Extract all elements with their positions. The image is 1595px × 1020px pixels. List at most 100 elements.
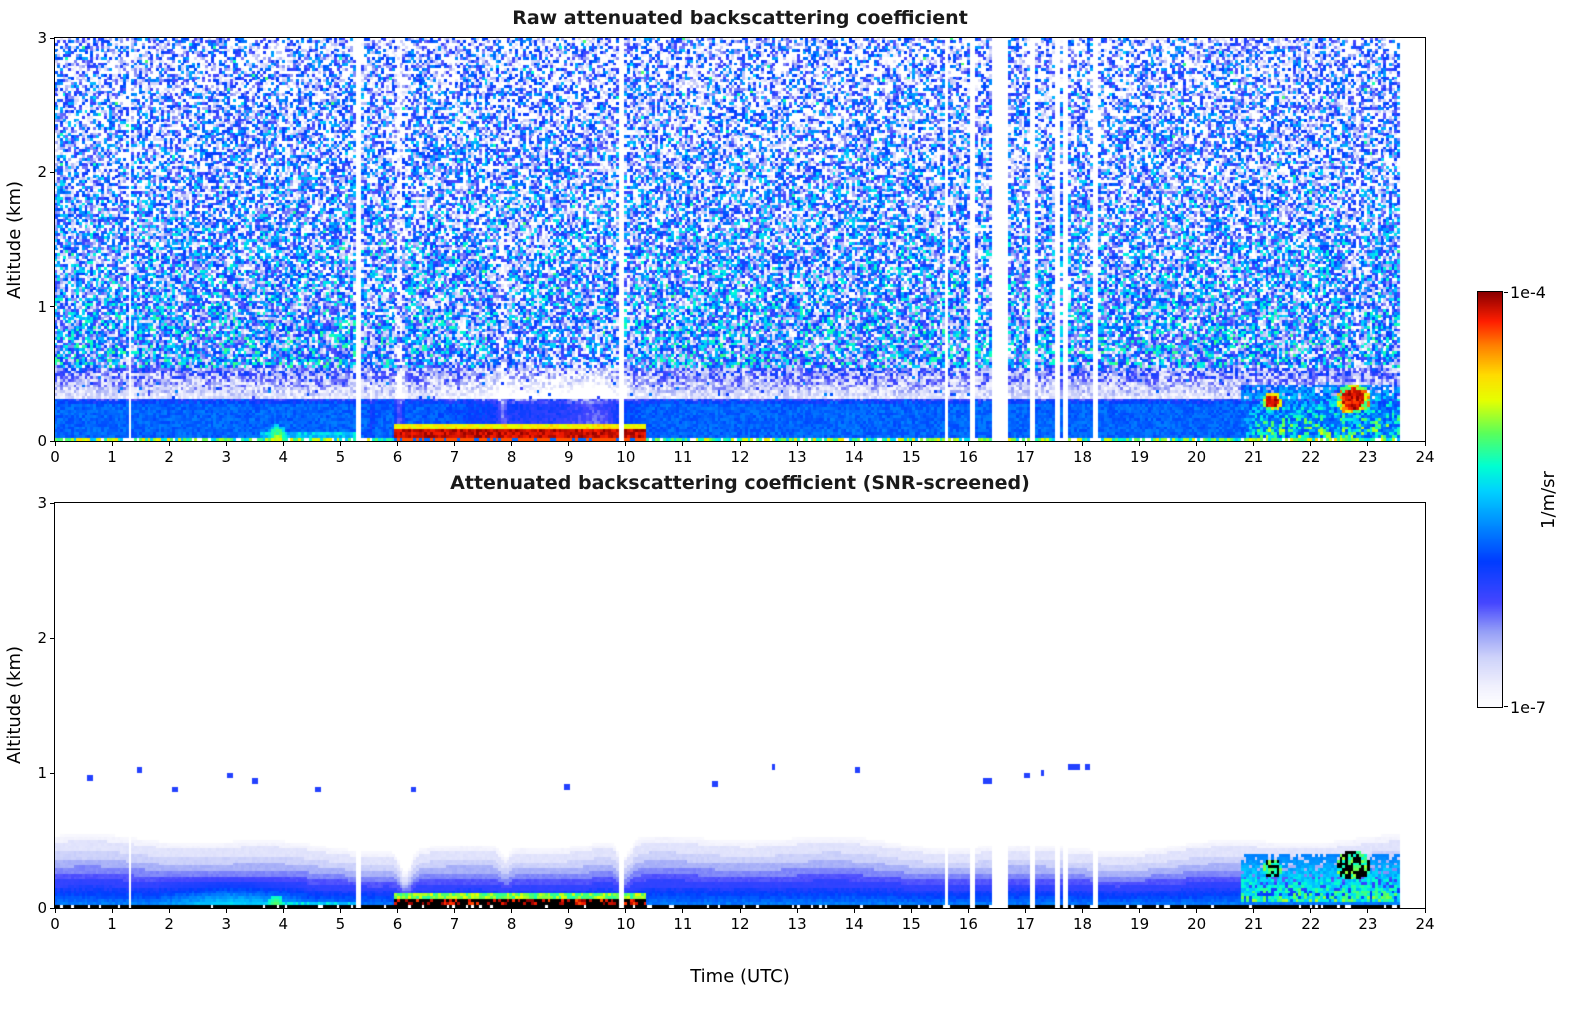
y-tick xyxy=(50,637,54,639)
x-tick xyxy=(1196,442,1198,446)
x-tick-label: 18 xyxy=(1072,448,1093,466)
y-tick-label: 0 xyxy=(37,899,47,917)
x-tick-label: 22 xyxy=(1301,915,1321,933)
x-tick xyxy=(910,442,912,446)
x-tick-label: 23 xyxy=(1358,915,1378,933)
x-tick xyxy=(168,442,170,446)
x-tick-label: 16 xyxy=(958,448,978,466)
x-tick-label: 11 xyxy=(673,915,693,933)
screened-heatmap-canvas xyxy=(55,503,1425,908)
x-tick-label: 20 xyxy=(1187,915,1207,933)
y-tick-label: 0 xyxy=(37,432,47,450)
x-tick xyxy=(397,442,398,446)
x-tick-label: 7 xyxy=(449,448,460,466)
x-tick xyxy=(511,442,513,446)
raw-heatmap-canvas xyxy=(55,38,1425,441)
x-tick xyxy=(796,909,798,913)
x-tick xyxy=(282,442,284,446)
x-tick-label: 13 xyxy=(787,448,807,466)
y-tick-label: 2 xyxy=(37,163,47,182)
x-tick xyxy=(225,442,227,446)
x-tick xyxy=(1139,442,1141,446)
x-tick xyxy=(739,909,741,913)
x-tick-label: 12 xyxy=(730,448,750,466)
raw-heatmap-panel xyxy=(54,37,1426,442)
colorbar-tick xyxy=(1504,292,1508,293)
x-tick-label: 23 xyxy=(1358,448,1378,466)
x-tick xyxy=(1424,909,1426,913)
x-tick xyxy=(339,442,341,446)
x-tick xyxy=(853,909,855,913)
colorbar-max-label: 1e-4 xyxy=(1510,283,1546,302)
x-tick xyxy=(225,909,227,913)
raw-panel-title: Raw attenuated backscattering coefficien… xyxy=(512,7,968,29)
x-tick xyxy=(54,442,56,446)
x-tick xyxy=(568,442,570,446)
x-tick-label: 13 xyxy=(787,915,807,933)
x-tick-label: 15 xyxy=(901,448,921,466)
x-tick-label: 4 xyxy=(278,448,289,466)
y-tick xyxy=(50,37,54,39)
y-tick-label: 3 xyxy=(37,29,47,47)
x-tick xyxy=(454,442,456,446)
x-tick-label: 19 xyxy=(1130,915,1150,933)
x-tick xyxy=(1196,909,1198,913)
x-tick xyxy=(397,909,398,913)
x-tick xyxy=(625,442,627,446)
x-tick xyxy=(339,909,341,913)
x-tick xyxy=(454,909,456,913)
x-tick-label: 9 xyxy=(563,448,574,466)
y-tick xyxy=(50,907,54,909)
x-tick xyxy=(1139,909,1141,913)
x-tick xyxy=(511,909,513,913)
x-tick-label: 17 xyxy=(1015,448,1035,466)
x-tick xyxy=(54,909,56,913)
x-tick-label: 0 xyxy=(50,915,60,933)
x-tick-label: 10 xyxy=(616,448,636,466)
x-tick xyxy=(1424,442,1426,446)
x-tick-label: 21 xyxy=(1244,915,1264,933)
x-tick-label: 6 xyxy=(392,448,403,466)
y-tick-label: 1 xyxy=(37,764,47,782)
x-tick xyxy=(1024,442,1026,446)
x-tick xyxy=(739,442,741,446)
x-tick-label: 2 xyxy=(164,448,174,466)
x-tick xyxy=(1253,909,1255,913)
x-tick xyxy=(168,909,170,913)
y-tick xyxy=(50,502,54,504)
colorbar-tick xyxy=(1504,706,1508,707)
y-tick xyxy=(50,772,54,774)
y-tick-label: 2 xyxy=(37,629,47,647)
x-tick-label: 5 xyxy=(335,448,346,466)
y-tick-label: 3 xyxy=(37,494,47,512)
x-tick xyxy=(1310,909,1312,913)
x-tick xyxy=(1082,909,1083,913)
x-tick xyxy=(1367,442,1369,446)
x-tick-label: 17 xyxy=(1015,915,1035,933)
x-tick-label: 8 xyxy=(506,915,517,933)
screened-panel-title: Attenuated backscattering coefficient (S… xyxy=(450,472,1030,494)
x-tick-label: 8 xyxy=(506,448,517,466)
x-tick-label: 3 xyxy=(221,448,232,466)
x-tick-label: 24 xyxy=(1415,915,1435,933)
x-tick-label: 1 xyxy=(107,915,117,933)
y-tick xyxy=(50,440,54,442)
x-tick-label: 6 xyxy=(392,915,403,933)
x-tick xyxy=(1310,442,1312,446)
x-tick xyxy=(796,442,798,446)
x-tick xyxy=(853,442,855,446)
x-tick xyxy=(111,909,113,913)
x-tick-label: 5 xyxy=(335,915,346,933)
x-tick xyxy=(967,442,969,446)
x-tick-label: 11 xyxy=(673,448,693,466)
y-tick xyxy=(50,306,54,308)
x-tick-label: 12 xyxy=(730,915,750,933)
x-tick-label: 2 xyxy=(164,915,174,933)
x-tick-label: 20 xyxy=(1187,448,1207,466)
x-tick xyxy=(910,909,912,913)
x-tick xyxy=(282,909,284,913)
x-tick-label: 18 xyxy=(1072,915,1093,933)
x-tick-label: 10 xyxy=(616,915,636,933)
x-tick xyxy=(625,909,627,913)
